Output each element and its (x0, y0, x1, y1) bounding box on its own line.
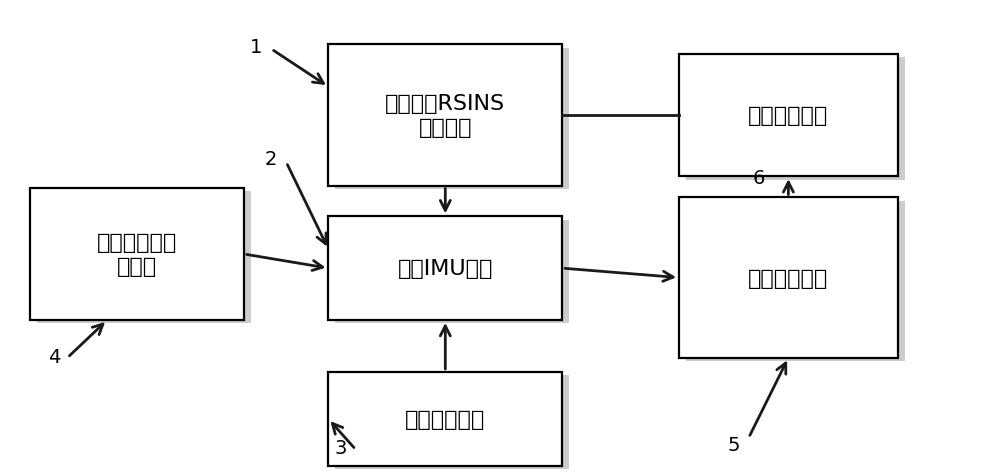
Text: 1: 1 (250, 38, 263, 57)
Text: 选择转台位置
及速率: 选择转台位置 及速率 (97, 233, 177, 276)
Text: 选择斜置RSINS
配置方式: 选择斜置RSINS 配置方式 (385, 94, 505, 137)
Text: 4: 4 (48, 347, 61, 366)
Text: 构造IMU数据: 构造IMU数据 (398, 258, 493, 278)
FancyBboxPatch shape (335, 376, 569, 469)
FancyBboxPatch shape (37, 192, 251, 324)
FancyBboxPatch shape (328, 45, 562, 186)
Text: 6: 6 (752, 169, 765, 188)
FancyBboxPatch shape (679, 55, 898, 177)
FancyBboxPatch shape (328, 217, 562, 320)
Text: 标定结果验证: 标定结果验证 (748, 106, 829, 126)
Text: 标定参数解算: 标定参数解算 (748, 268, 829, 288)
FancyBboxPatch shape (686, 201, 905, 361)
FancyBboxPatch shape (335, 220, 569, 324)
Text: 3: 3 (335, 438, 347, 457)
FancyBboxPatch shape (30, 188, 244, 320)
Text: 2: 2 (265, 149, 277, 169)
FancyBboxPatch shape (679, 198, 898, 358)
Text: 选择标定参数: 选择标定参数 (405, 409, 485, 429)
FancyBboxPatch shape (335, 49, 569, 189)
FancyBboxPatch shape (686, 58, 905, 180)
FancyBboxPatch shape (328, 372, 562, 466)
Text: 5: 5 (727, 436, 740, 455)
